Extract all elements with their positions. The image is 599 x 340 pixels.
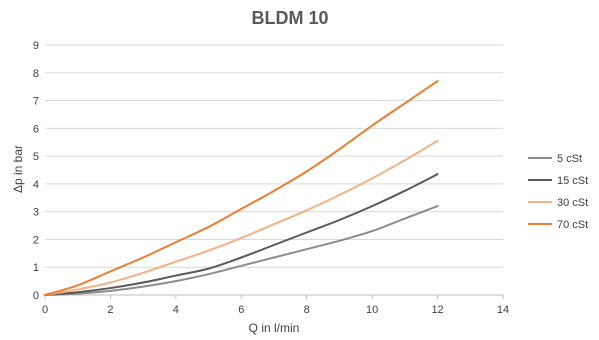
y-tick-label: 8 xyxy=(33,68,39,80)
x-tick-label: 6 xyxy=(238,304,244,316)
legend-item[interactable]: 5 cSt xyxy=(528,153,582,165)
x-tick-label: 10 xyxy=(366,304,378,316)
series-line-15-cst xyxy=(44,173,439,296)
legend-label: 5 cSt xyxy=(557,153,582,165)
axes xyxy=(44,294,504,299)
legend[interactable]: 5 cSt 15 cSt 30 cSt 70 cSt xyxy=(528,153,588,231)
x-tick-label: 4 xyxy=(173,304,179,316)
y-tick-label: 9 xyxy=(33,40,39,52)
x-tick-label: 0 xyxy=(42,304,48,316)
chart-title: BLDM 10 xyxy=(251,8,328,28)
y-axis-label: Δp in bar xyxy=(11,145,25,193)
y-tick-label: 3 xyxy=(33,207,39,219)
y-tick-label: 2 xyxy=(33,234,39,246)
y-tick-label: 5 xyxy=(33,151,39,163)
legend-label: 30 cSt xyxy=(557,197,588,209)
x-tick-label: 2 xyxy=(107,304,113,316)
series-line-30-cst xyxy=(44,139,439,296)
y-tick-label: 1 xyxy=(33,262,39,274)
y-tick-label: 7 xyxy=(33,96,39,108)
y-tick-label: 6 xyxy=(33,123,39,135)
legend-item[interactable]: 30 cSt xyxy=(528,197,588,209)
legend-item[interactable]: 70 cSt xyxy=(528,219,588,231)
x-tick-label: 8 xyxy=(304,304,310,316)
legend-label: 15 cSt xyxy=(557,175,588,187)
legend-label: 70 cSt xyxy=(557,219,588,231)
x-tick-label: 12 xyxy=(431,304,443,316)
y-tick-labels: 0 1 2 3 4 5 6 7 8 9 xyxy=(33,40,39,302)
x-tick-labels: 0 2 4 6 8 10 12 14 xyxy=(42,304,509,316)
legend-item[interactable]: 15 cSt xyxy=(528,175,588,187)
x-tick-label: 14 xyxy=(497,304,509,316)
x-axis-label: Q in l/min xyxy=(249,321,300,335)
gridlines xyxy=(45,44,503,268)
series-line-70-cst xyxy=(44,80,439,296)
series-lines xyxy=(44,80,439,296)
y-tick-label: 4 xyxy=(33,179,39,191)
series-line-5-cst xyxy=(44,205,439,296)
y-tick-label: 0 xyxy=(33,290,39,302)
